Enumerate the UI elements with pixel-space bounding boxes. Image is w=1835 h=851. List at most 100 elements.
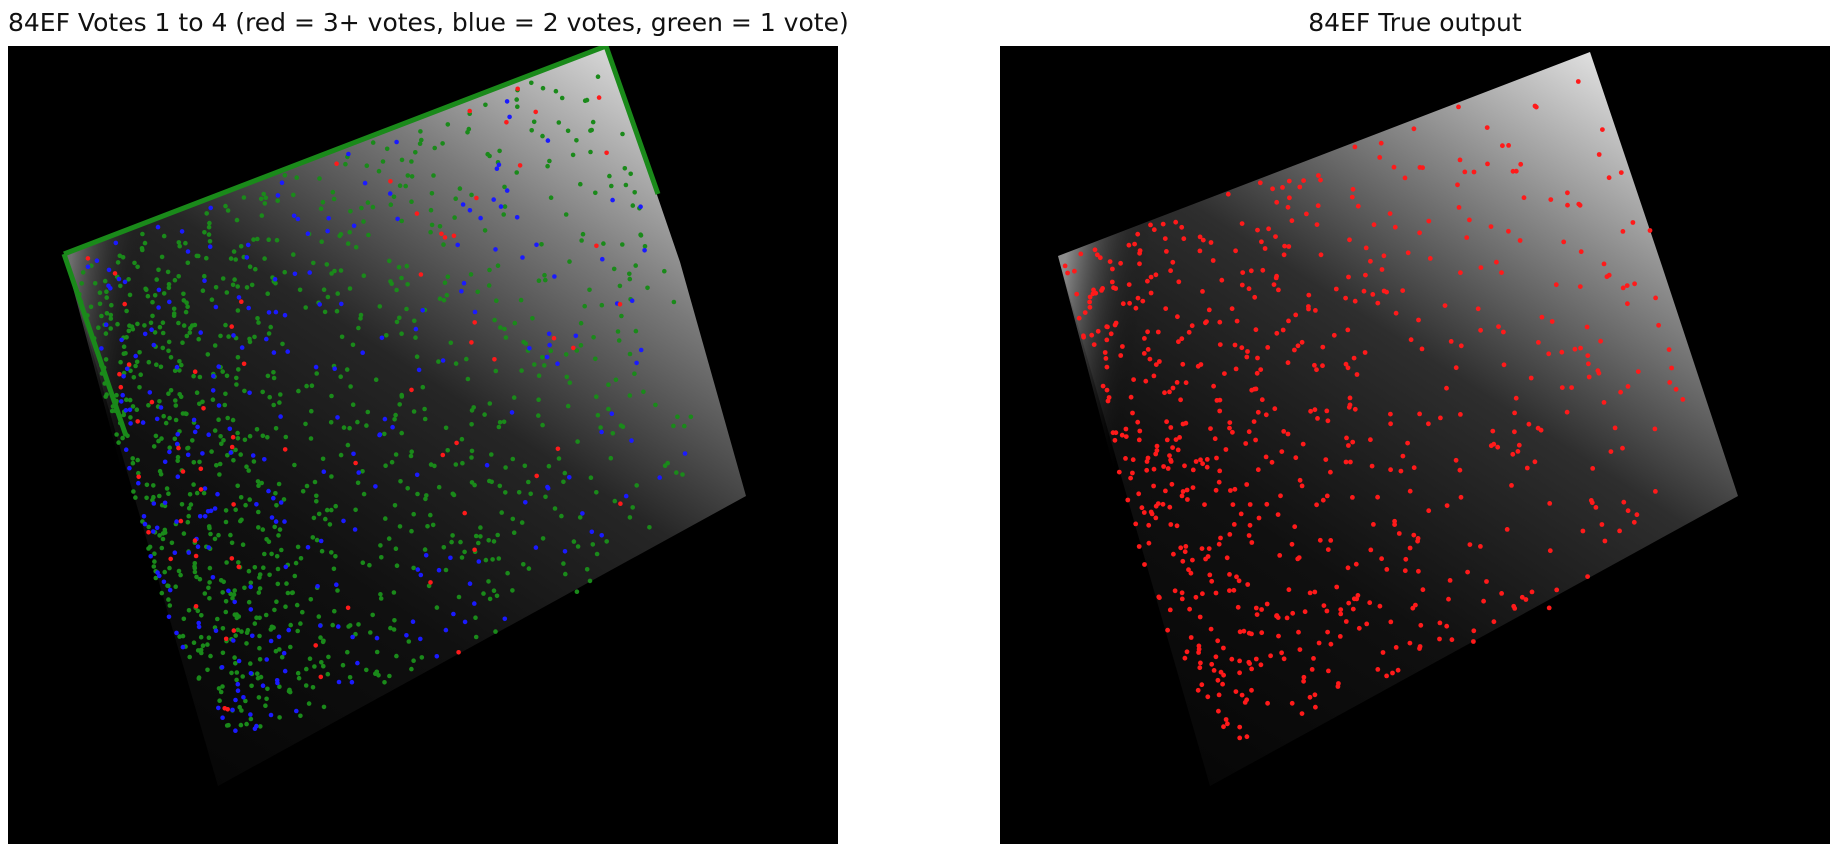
one-vote-marker <box>482 228 488 233</box>
true-output-marker <box>1346 600 1352 606</box>
one-vote-marker <box>473 634 479 640</box>
one-vote-marker <box>114 392 119 398</box>
two-vote-marker <box>248 607 254 612</box>
two-vote-marker <box>210 575 216 580</box>
one-vote-marker <box>393 412 398 418</box>
true-output-marker <box>1239 282 1245 288</box>
true-output-marker <box>1578 249 1584 255</box>
two-vote-marker <box>294 708 299 714</box>
true-output-marker <box>1186 567 1191 573</box>
three-plus-vote-marker <box>533 109 538 115</box>
true-output-marker <box>1211 668 1217 673</box>
one-vote-marker <box>133 495 138 500</box>
true-output-marker <box>1218 669 1224 675</box>
two-vote-marker <box>335 415 340 420</box>
true-output-marker <box>1089 332 1095 338</box>
one-vote-marker <box>165 583 170 588</box>
true-output-marker <box>1292 347 1297 353</box>
true-output-marker <box>1178 545 1184 551</box>
true-output-marker <box>1281 656 1287 662</box>
one-vote-marker <box>594 394 599 400</box>
three-plus-vote-marker <box>439 231 444 237</box>
two-vote-marker <box>467 581 473 586</box>
one-vote-marker <box>221 438 226 443</box>
one-vote-marker <box>441 242 446 247</box>
one-vote-marker <box>389 459 395 465</box>
one-vote-marker <box>160 345 166 351</box>
true-output-marker <box>1381 253 1387 259</box>
one-vote-marker <box>257 633 262 639</box>
two-vote-marker <box>502 616 508 622</box>
one-vote-marker <box>224 723 230 728</box>
one-vote-marker <box>453 196 459 201</box>
true-output-marker <box>1273 234 1278 240</box>
true-output-marker <box>1246 429 1252 435</box>
true-output-marker <box>1634 512 1640 518</box>
two-vote-marker <box>154 525 160 531</box>
one-vote-marker <box>145 293 151 299</box>
one-vote-marker <box>503 465 508 470</box>
true-output-marker <box>1323 457 1329 462</box>
two-vote-marker <box>325 228 330 234</box>
true-output-marker <box>1328 641 1334 647</box>
one-vote-marker <box>159 254 165 260</box>
true-output-marker <box>1216 708 1221 714</box>
true-output-marker <box>1355 203 1361 209</box>
one-vote-marker <box>196 675 202 680</box>
one-vote-marker <box>197 576 203 582</box>
true-output-marker <box>1155 329 1161 335</box>
true-output-marker <box>1343 361 1349 367</box>
right-output-markers <box>1062 79 1686 741</box>
true-output-marker <box>1118 260 1123 266</box>
true-output-marker <box>1082 310 1088 315</box>
one-vote-marker <box>173 584 178 589</box>
right-true-output-image <box>1000 46 1830 844</box>
one-vote-marker <box>246 599 252 605</box>
one-vote-marker <box>256 320 261 325</box>
true-output-marker <box>1216 692 1222 698</box>
true-output-marker <box>1065 270 1070 276</box>
true-output-marker <box>1286 318 1291 324</box>
true-output-marker <box>1110 266 1115 272</box>
two-vote-marker <box>336 624 341 629</box>
one-vote-marker <box>139 246 145 251</box>
true-output-marker <box>1578 345 1583 351</box>
one-vote-marker <box>128 368 133 374</box>
true-output-marker <box>1217 408 1223 414</box>
true-output-marker <box>1239 692 1245 698</box>
true-output-marker <box>1494 259 1499 265</box>
one-vote-marker <box>304 483 310 489</box>
true-output-marker <box>1418 622 1424 628</box>
two-vote-marker <box>192 429 198 435</box>
one-vote-marker <box>191 460 197 465</box>
two-vote-marker <box>213 628 219 633</box>
one-vote-marker <box>563 352 569 357</box>
true-output-marker <box>1238 511 1244 517</box>
true-output-marker <box>1621 499 1627 505</box>
true-output-marker <box>1598 338 1603 344</box>
true-output-marker <box>1301 674 1307 680</box>
one-vote-marker <box>142 323 147 328</box>
two-vote-marker <box>241 695 246 700</box>
true-output-marker <box>1286 244 1292 249</box>
one-vote-marker <box>185 519 191 525</box>
one-vote-marker <box>304 666 309 672</box>
one-vote-marker <box>338 452 344 458</box>
true-output-marker <box>1328 538 1334 543</box>
two-vote-marker <box>202 278 207 283</box>
one-vote-marker <box>231 592 237 597</box>
two-vote-marker <box>496 162 502 168</box>
one-vote-marker <box>287 689 293 695</box>
two-vote-marker <box>352 527 358 532</box>
three-plus-vote-marker <box>146 530 151 535</box>
true-output-marker <box>1112 322 1118 328</box>
one-vote-marker <box>217 698 222 703</box>
true-output-marker <box>1457 157 1463 163</box>
true-output-marker <box>1420 165 1425 171</box>
true-output-marker <box>1317 537 1323 543</box>
true-output-marker <box>1352 298 1358 304</box>
two-vote-marker <box>504 99 510 104</box>
two-vote-marker <box>268 638 274 644</box>
one-vote-marker <box>475 289 481 295</box>
one-vote-marker <box>304 383 309 389</box>
